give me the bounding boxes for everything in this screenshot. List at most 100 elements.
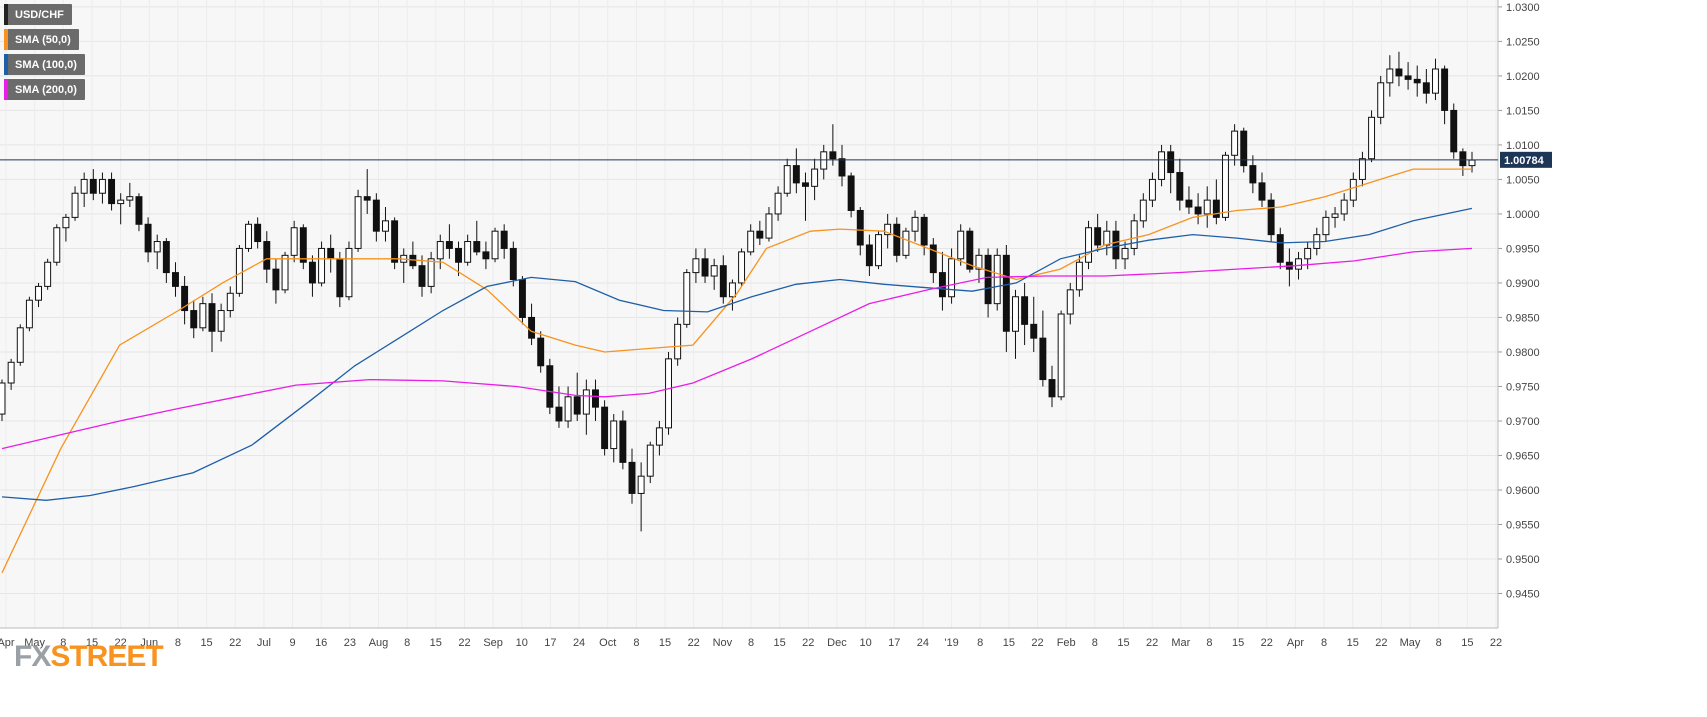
x-tick-label: 22 [688,637,700,649]
legend-swatch [4,79,8,100]
candle-body-down [838,158,846,177]
candle-body-down [592,389,599,408]
candle-body-up [948,258,956,298]
x-tick-label: 15 [1461,637,1473,649]
candle-body-down [573,396,581,415]
logo-part-street: STREET [50,640,163,673]
candle-body-up [436,241,444,260]
candle-body-down [89,178,97,194]
candle-body-up [354,196,362,249]
x-tick-label: 9 [289,637,295,649]
x-tick-label: 15 [1003,637,1015,649]
x-tick-label: 22 [1375,637,1387,649]
candle-body-down [336,258,344,298]
candle-body-up [738,251,746,284]
legend-item-sma50[interactable]: SMA (50,0) [4,29,79,50]
candle-body-up [1295,258,1302,270]
candle-body-up [44,261,52,287]
candle-body-up [1377,82,1385,118]
y-tick-label: 1.0100 [1506,140,1540,152]
x-tick-label: Nov [713,637,733,649]
y-tick-label: 0.9850 [1506,312,1540,324]
candle-body-down [1194,206,1202,215]
candle-body-down [299,227,307,263]
x-tick-label: Oct [599,637,616,649]
y-tick-label: 0.9750 [1506,381,1540,393]
candle-body-up [1432,68,1439,94]
candle-body-up [957,230,965,260]
candle-body-down [893,223,901,256]
y-tick-label: 1.0150 [1506,105,1540,117]
candle-body-up [1057,313,1065,398]
x-tick-label: 8 [977,637,983,649]
candle-body-down [792,165,800,184]
x-tick-label: 8 [1206,637,1212,649]
sma-line-2 [1,247,1473,450]
candle-body-up [674,323,682,360]
sma-line-0 [1,168,1472,574]
y-tick-label: 1.0050 [1506,174,1540,186]
candle-body-up [610,420,618,450]
candle-body-down [162,241,170,274]
candle-body-up [290,227,298,256]
candle-body-down [1112,230,1120,260]
candle-body-down [1240,130,1248,167]
x-tick-label: 8 [404,637,410,649]
candle-body-down [1441,68,1449,111]
x-tick-label: Jul [257,637,271,649]
candle-body-up [345,247,353,298]
x-tick-label: 15 [86,637,98,649]
candle-body-down [327,247,335,260]
x-tick-label: Apr [1287,637,1304,649]
x-tick-label: Mar [1171,637,1190,649]
candle-body-down [628,461,636,494]
legend-item-usdchf[interactable]: USD/CHF [4,4,72,25]
candle-body-up [35,285,42,301]
legend-swatch [4,29,8,50]
candle-body-up [1130,220,1138,249]
x-tick-label: 22 [1261,637,1273,649]
candle-body-down [601,406,609,450]
chart-legend: USD/CHF SMA (50,0) SMA (100,0) SMA (200,… [4,4,85,104]
legend-item-sma100[interactable]: SMA (100,0) [4,54,85,75]
candle-body-up [774,192,782,215]
candle-body-up [217,310,225,332]
x-tick-label: 8 [1092,637,1098,649]
candle-body-up [25,299,33,329]
candle-body-up [1139,199,1147,222]
candle-body-up [1331,213,1339,218]
x-tick-label: 24 [917,637,929,649]
candle-body-down [865,244,873,267]
candle-body-up [564,396,572,422]
x-tick-label: Apr [0,637,15,649]
x-tick-label: 22 [114,637,126,649]
last-price-label: 1.00784 [1504,155,1545,167]
candle-body-up [62,216,70,229]
x-tick-label: 10 [516,637,528,649]
x-tick-label: 22 [1146,637,1158,649]
legend-item-sma200[interactable]: SMA (200,0) [4,79,85,100]
candle-body-down [756,230,764,239]
x-tick-label: 22 [229,637,241,649]
y-tick-label: 1.0250 [1506,36,1540,48]
candle-body-down [418,265,426,287]
candle-body-up [1340,199,1348,215]
candle-body-down [1039,337,1047,381]
candle-body-up [153,241,161,253]
candle-body-up [747,230,755,253]
y-tick-label: 0.9950 [1506,243,1540,255]
x-tick-label: 15 [1232,637,1244,649]
candle-body-down [1267,199,1275,236]
candle-body-down [528,316,536,339]
candle-body-down [555,406,563,422]
candle-body-up [637,475,645,494]
candle-body-down [172,272,179,287]
x-tick-label: 8 [748,637,754,649]
candle-body-down [1048,379,1056,398]
candle-body-down [308,261,316,284]
candle-body-up [1121,247,1129,260]
y-tick-label: 1.0000 [1506,209,1540,221]
candle-body-down [144,223,152,253]
legend-label: SMA (100,0) [15,58,77,71]
fxstreet-logo: FXSTREET [14,640,164,674]
